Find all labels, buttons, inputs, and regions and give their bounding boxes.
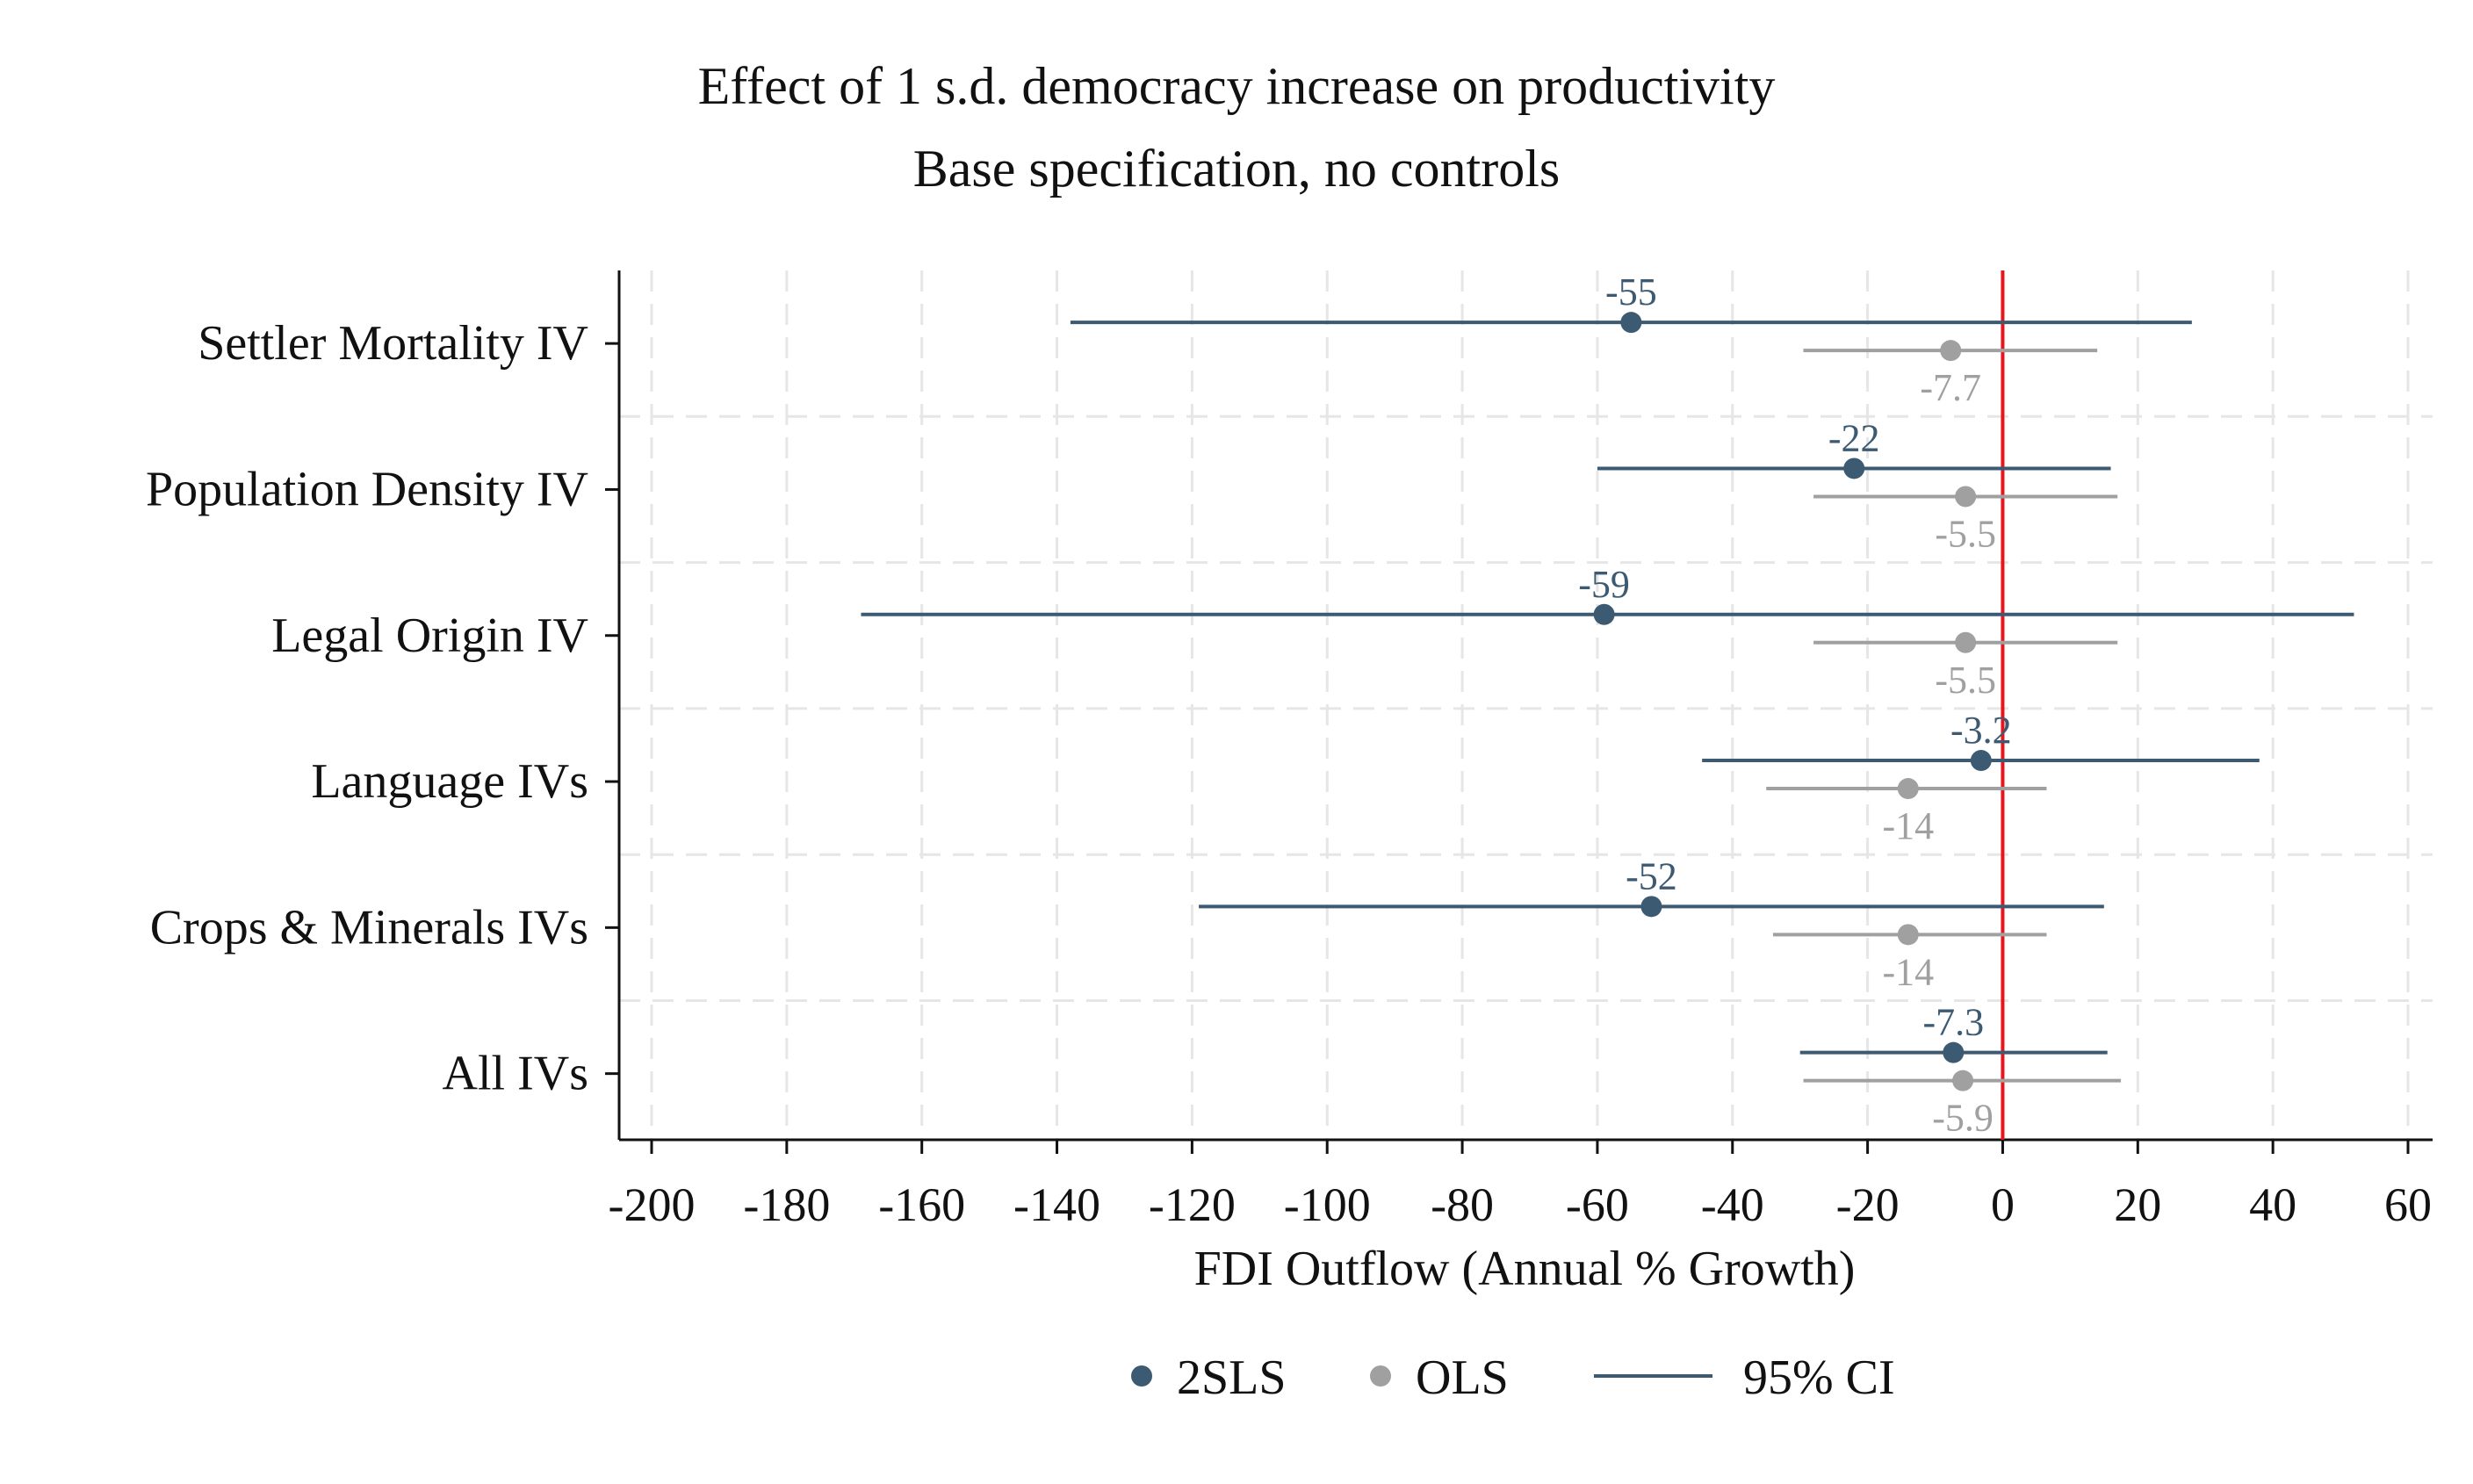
x-tick-label: -60 bbox=[1566, 1178, 1629, 1231]
2sls-value-label: -52 bbox=[1626, 854, 1677, 897]
2sls-value-label: -22 bbox=[1828, 416, 1880, 459]
x-axis-label: FDI Outflow (Annual % Growth) bbox=[1194, 1242, 1856, 1296]
ols-point bbox=[1897, 778, 1919, 800]
2sls-point bbox=[1593, 603, 1615, 625]
legend-label-95-ci: 95% CI bbox=[1743, 1351, 1895, 1405]
x-tick-label: -180 bbox=[743, 1178, 830, 1231]
y-tick-label: All IVs bbox=[443, 1047, 588, 1101]
2sls-point bbox=[1843, 457, 1865, 479]
axes: -200 -180 -160 -140 -120 -100 -80 -60 -40 -20 0 20 4… bbox=[146, 270, 2433, 1231]
x-tick-label: -40 bbox=[1701, 1178, 1764, 1231]
2sls-point bbox=[1620, 312, 1642, 334]
2sls-point bbox=[1943, 1041, 1965, 1063]
ols-point bbox=[1952, 1070, 1974, 1091]
data-series: -55 -22 -59 -3.2 -52 -7.3 -7.7 -5.5 -5.5 -14 -14 -5… bbox=[861, 270, 2354, 1140]
ols-value-label: -5.9 bbox=[1932, 1097, 1994, 1140]
x-tick-label: -20 bbox=[1836, 1178, 1900, 1231]
2sls-value-label: -3.2 bbox=[1950, 709, 2012, 752]
ols-value-label: -5.5 bbox=[1935, 512, 1996, 555]
x-tick-label: -140 bbox=[1013, 1178, 1100, 1231]
2sls-point bbox=[1970, 750, 1992, 772]
ols-point bbox=[1940, 340, 1962, 362]
chart-subtitle: Base specification, no controls bbox=[913, 140, 1560, 198]
legend-marker-2sls bbox=[1131, 1365, 1152, 1387]
x-tick-label: 20 bbox=[2114, 1178, 2161, 1231]
ols-value-label: -5.5 bbox=[1935, 659, 1996, 702]
y-tick-label: Legal Origin IV bbox=[271, 609, 588, 663]
x-tick-label: -120 bbox=[1149, 1178, 1236, 1231]
x-tick-label: -100 bbox=[1284, 1178, 1371, 1231]
ols-value-label: -14 bbox=[1882, 804, 1934, 847]
ols-point bbox=[1955, 631, 1977, 653]
x-tick-label: -80 bbox=[1431, 1178, 1494, 1231]
2sls-point bbox=[1640, 896, 1662, 918]
y-tick-label: Language IVs bbox=[311, 754, 588, 809]
legend-label-2sls: 2SLS bbox=[1177, 1351, 1287, 1405]
x-tick-label: 40 bbox=[2249, 1178, 2296, 1231]
ols-point bbox=[1955, 486, 1977, 508]
2sls-value-label: -59 bbox=[1578, 563, 1630, 606]
legend-label-ols: OLS bbox=[1416, 1351, 1509, 1405]
y-tick-label: Population Density IV bbox=[146, 462, 588, 516]
x-tick-label: -160 bbox=[878, 1178, 965, 1231]
ols-point bbox=[1897, 924, 1919, 946]
legend: 2SLS OLS 95% CI bbox=[1131, 1351, 1895, 1405]
ols-value-label: -14 bbox=[1882, 950, 1934, 993]
legend-marker-ols bbox=[1370, 1365, 1391, 1387]
2sls-value-label: -55 bbox=[1605, 270, 1657, 313]
ols-value-label: -7.7 bbox=[1920, 366, 1981, 409]
chart-title: Effect of 1 s.d. democracy increase on p… bbox=[698, 57, 1776, 115]
x-tick-label: -200 bbox=[609, 1178, 696, 1231]
y-tick-label: Settler Mortality IV bbox=[198, 316, 588, 371]
2sls-value-label: -7.3 bbox=[1922, 1001, 1984, 1044]
x-tick-label: 0 bbox=[1991, 1178, 2015, 1231]
x-tick-label: 60 bbox=[2384, 1178, 2432, 1231]
y-tick-label: Crops & Minerals IVs bbox=[150, 900, 588, 955]
